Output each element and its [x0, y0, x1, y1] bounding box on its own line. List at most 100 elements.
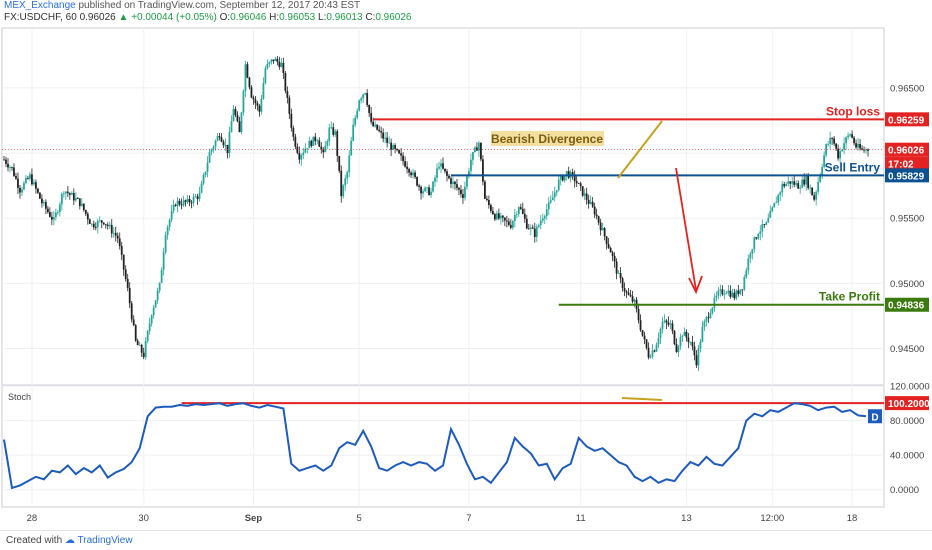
divergence-trend-line: [617, 120, 663, 179]
candle-body: [621, 278, 624, 289]
candle-body: [48, 212, 51, 217]
candle-body: [76, 198, 79, 199]
candle-body: [629, 294, 632, 297]
candle-body: [194, 196, 197, 198]
candle-body: [352, 124, 355, 141]
candle-body: [296, 146, 299, 153]
candle-body: [501, 215, 504, 218]
candle-body: [418, 185, 420, 187]
candle-body: [116, 235, 119, 239]
candle-body: [106, 224, 109, 227]
stoch-pane-frame: [1, 385, 885, 508]
candle-body: [823, 155, 826, 167]
candle-body: [250, 87, 253, 98]
chart-grid: [2, 28, 884, 507]
tradingview-brand[interactable]: TradingView: [77, 535, 133, 546]
candle-body: [815, 191, 818, 200]
stoch-level-badge: 100.2000: [885, 396, 930, 411]
candle-body: [543, 216, 546, 219]
h-value: 0.96053: [279, 12, 316, 23]
candle-body: [669, 323, 672, 325]
candle-body: [438, 166, 440, 169]
candle-body: [607, 244, 610, 248]
current-price-badge-bg: [885, 142, 929, 157]
candle-body: [657, 337, 660, 345]
candle-body: [406, 166, 408, 169]
candle-body: [773, 203, 776, 208]
candle-body: [382, 132, 385, 139]
candle-body: [767, 217, 770, 223]
current-price-badge-text: 0.96026: [888, 146, 925, 157]
candle-body: [723, 293, 726, 295]
candle-body: [128, 287, 131, 304]
candle-body: [581, 186, 584, 196]
candle-body: [805, 175, 808, 185]
candle-body: [777, 194, 780, 203]
stoch-level-badge-bg: [885, 396, 929, 411]
candle-body: [98, 220, 101, 222]
candle-body: [170, 211, 173, 220]
candle-body: [673, 330, 676, 345]
price-pane-frame: [1, 27, 885, 386]
candle-body: [342, 185, 345, 197]
candle-body: [174, 204, 177, 206]
candle-body: [727, 290, 730, 293]
candle-body: [462, 194, 464, 198]
candle-body: [725, 292, 728, 294]
candle-body: [619, 273, 622, 279]
candle-body: [9, 167, 11, 168]
candle-body: [220, 137, 223, 142]
author-link[interactable]: MEX_Exchange: [4, 0, 76, 11]
candle-body: [523, 213, 526, 219]
candle-body: [372, 121, 375, 127]
candle-body: [709, 313, 712, 319]
candle-body: [456, 184, 458, 188]
stop-loss-badge: 0.96259: [885, 112, 929, 127]
footer: Created with ☁ TradingView: [0, 530, 932, 550]
candle-body: [565, 171, 568, 175]
candle-body: [641, 330, 644, 336]
candle-body: [497, 213, 500, 219]
candle-body: [771, 207, 774, 212]
chart-canvas[interactable]: Stop loss Sell Entry Take Profit Bearish Di…: [0, 0, 932, 530]
candle-body: [222, 141, 225, 146]
candle-body: [25, 177, 27, 184]
candle-body: [583, 193, 586, 196]
stoch-tick-label: 120.0000: [890, 382, 930, 393]
candle-body: [390, 142, 393, 150]
candle-body: [849, 134, 851, 136]
candle-body: [152, 307, 155, 316]
candle-body: [172, 204, 175, 212]
candle-body: [837, 148, 839, 159]
candle-body: [314, 136, 317, 142]
candle-body: [745, 270, 748, 278]
candle-body: [454, 181, 456, 185]
candle-body: [811, 187, 814, 196]
candle-body: [392, 145, 395, 150]
candle-body: [23, 183, 25, 190]
candle-body: [533, 228, 536, 237]
candle-body: [819, 174, 822, 182]
candle-body: [797, 183, 800, 189]
candle-body: [853, 137, 855, 144]
candle-body: [472, 151, 474, 160]
candle-body: [54, 212, 57, 218]
candle-body: [495, 213, 498, 220]
candle-body: [122, 254, 125, 270]
candle-body: [282, 62, 285, 73]
sell-entry-badge-text: 0.95829: [888, 171, 925, 182]
candle-body: [206, 162, 209, 172]
candle-body: [695, 355, 698, 366]
candle-body: [615, 261, 618, 274]
candle-body: [412, 172, 414, 176]
created-with-text: Created with: [6, 535, 63, 546]
candle-body: [308, 140, 311, 149]
candle-body: [521, 208, 524, 214]
candle-body: [74, 198, 77, 201]
candle-body: [863, 149, 865, 151]
stoch-tick-label: 40.0000: [890, 451, 924, 462]
candle-body: [835, 143, 838, 149]
candle-body: [238, 121, 241, 133]
trade-levels: Stop loss Sell Entry Take Profit Bearish Di…: [2, 104, 884, 306]
candle-body: [775, 202, 778, 204]
